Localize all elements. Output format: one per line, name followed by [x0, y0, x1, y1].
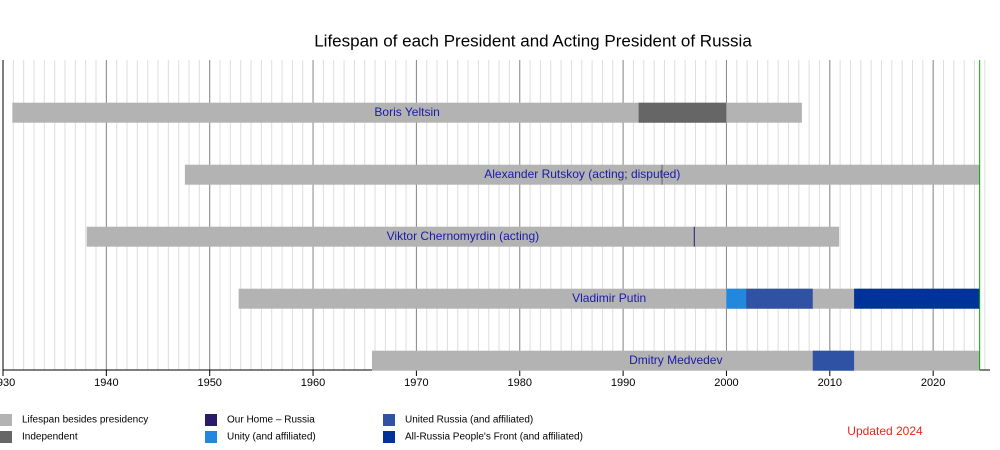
row-label: Viktor Chernomyrdin (acting) [387, 229, 540, 243]
term-bar [661, 164, 663, 185]
term-bar [854, 288, 980, 309]
legend-swatch [205, 431, 217, 443]
lifespan-bar [86, 226, 840, 247]
term-bar [726, 288, 747, 309]
term-bar [638, 102, 727, 123]
legend-label: Lifespan besides presidency [22, 415, 148, 426]
x-tick-label: 1950 [197, 377, 221, 389]
lifespan-bar [12, 102, 802, 123]
legend-swatch [205, 414, 217, 426]
x-tick-label: 2010 [818, 377, 842, 389]
x-tick-label: 1960 [301, 377, 325, 389]
row-label: Boris Yeltsin [374, 105, 439, 119]
lifespan-bar [184, 164, 980, 185]
legend-swatch [0, 414, 12, 426]
legend-swatch [383, 414, 395, 426]
x-tick-label: 2000 [714, 377, 738, 389]
legend-label: Unity (and affiliated) [227, 432, 316, 443]
legend-label: Our Home – Russia [227, 415, 315, 426]
row-label: Vladimir Putin [572, 291, 646, 305]
x-tick-label: 2020 [921, 377, 945, 389]
row-label: Alexander Rutskoy (acting; disputed) [484, 167, 680, 181]
x-tick-label: 1940 [94, 377, 118, 389]
x-tick-label: 1980 [508, 377, 532, 389]
legend-label: All-Russia People's Front (and affiliate… [405, 432, 583, 443]
chart-title: Lifespan of each President and Acting Pr… [314, 31, 752, 50]
legend-swatch [383, 431, 395, 443]
legend-label: Independent [22, 432, 78, 443]
legend-swatch [0, 431, 12, 443]
term-bar [693, 226, 695, 247]
term-bar [746, 288, 813, 309]
row-label: Dmitry Medvedev [629, 353, 722, 367]
x-tick-label: 1990 [611, 377, 635, 389]
x-tick-label: 1930 [0, 377, 15, 389]
note: Updated 2024 [847, 424, 923, 438]
term-bar [812, 350, 855, 371]
legend-label: United Russia (and affiliated) [405, 415, 533, 426]
x-tick-label: 1970 [404, 377, 428, 389]
